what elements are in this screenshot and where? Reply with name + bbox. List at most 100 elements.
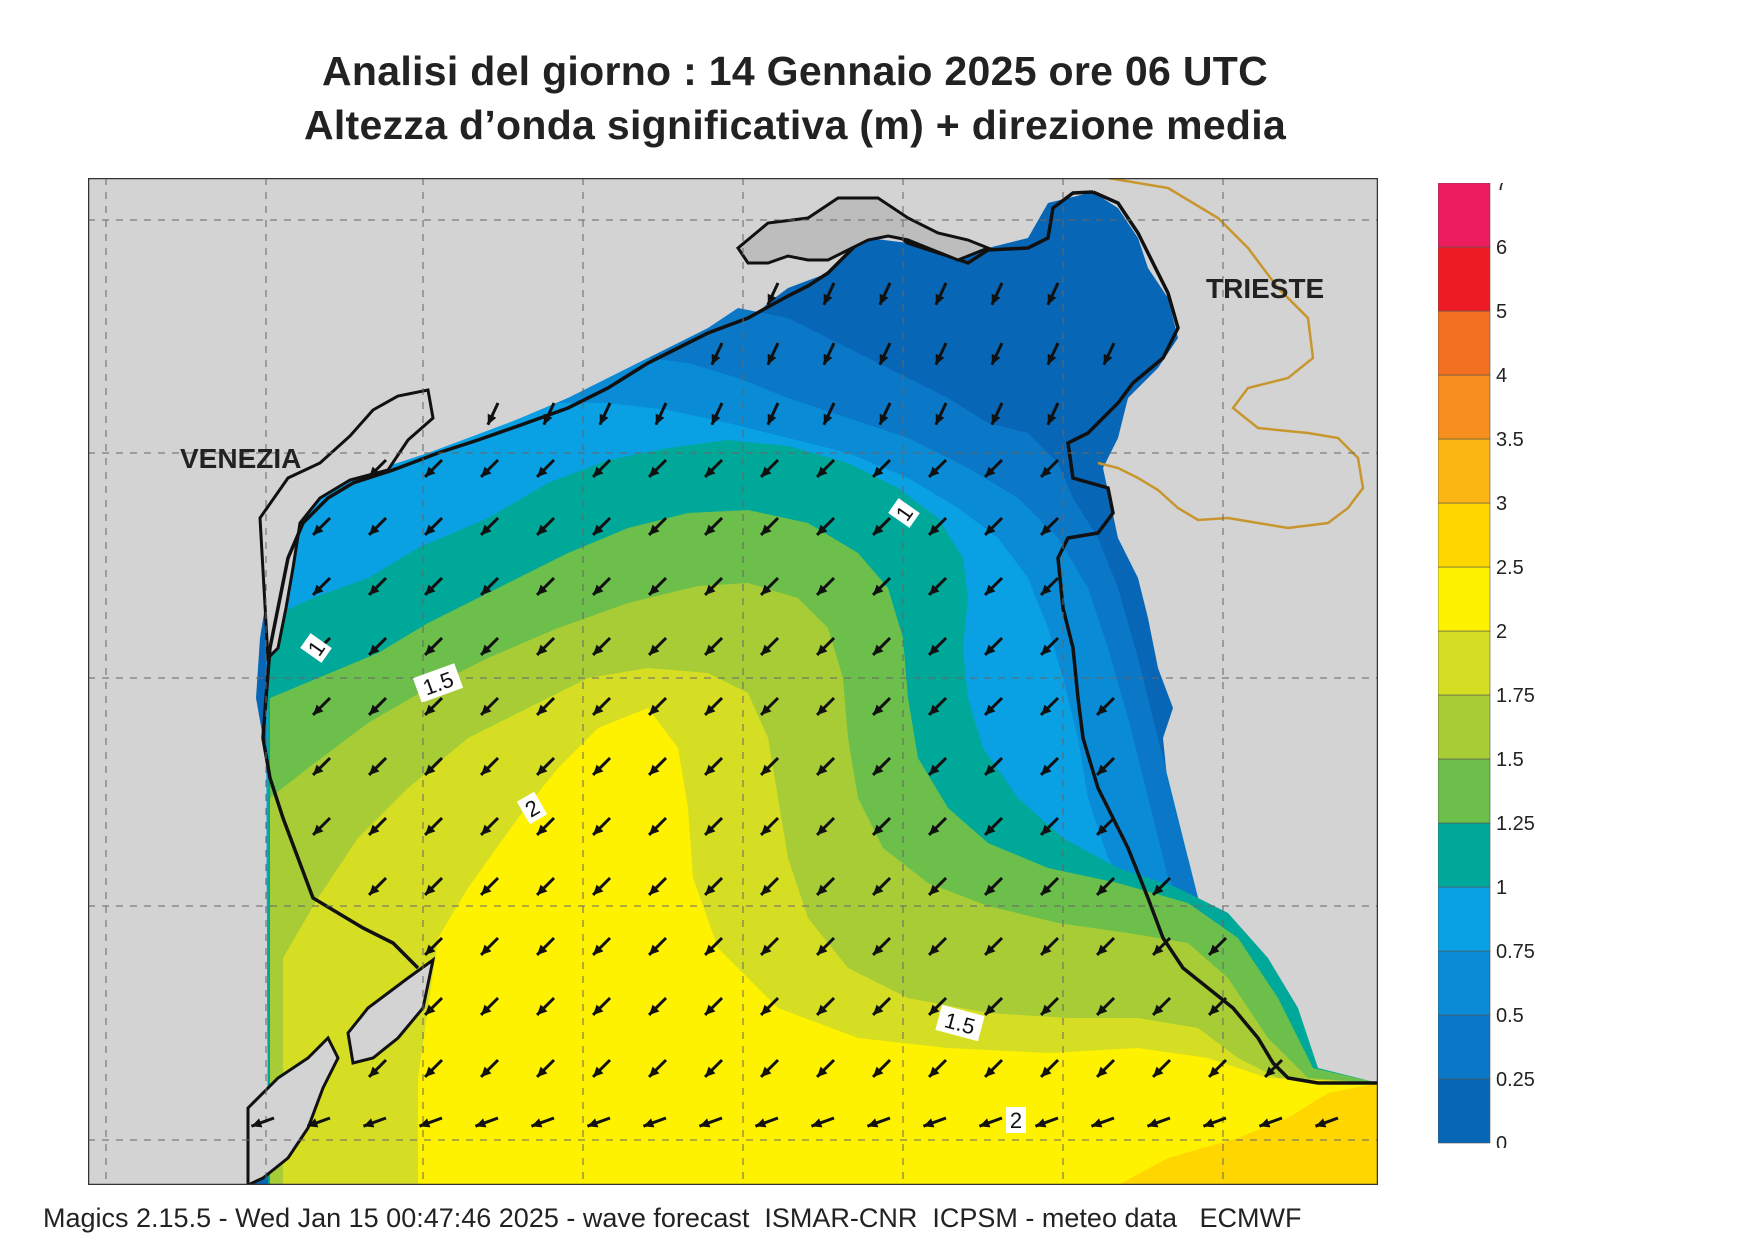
direction-arrow-head (481, 824, 492, 835)
direction-arrow-head (1315, 1118, 1327, 1128)
colorbar-tick-label: 1.25 (1496, 813, 1535, 835)
direction-arrow-head (761, 944, 772, 955)
footer-credits: Magics 2.15.5 - Wed Jan 15 00:47:46 2025… (43, 1203, 1302, 1233)
direction-arrow-head (705, 824, 716, 835)
direction-arrow-head (425, 584, 436, 595)
direction-arrow-head (1041, 944, 1052, 955)
direction-arrow-head (817, 704, 828, 715)
direction-arrow-head (761, 704, 772, 715)
direction-arrow-head (823, 353, 833, 365)
direction-arrow-head (369, 824, 380, 835)
direction-arrow-head (369, 704, 380, 715)
direction-arrow-head (705, 884, 716, 895)
colorbar-tick-label: 4 (1496, 365, 1507, 387)
colorbar-box (1438, 822, 1491, 888)
direction-arrow-head (929, 1004, 940, 1015)
direction-arrow-head (425, 1066, 436, 1077)
venice-lagoon-land (258, 388, 435, 662)
direction-arrow-head (425, 466, 436, 477)
direction-arrow-head (1041, 1066, 1052, 1077)
lat-lon-grid (88, 178, 1378, 1185)
direction-arrow-head (537, 944, 548, 955)
direction-arrow-head (1209, 1066, 1220, 1077)
direction-arrow-head (425, 1004, 436, 1015)
direction-arrow-head (817, 524, 828, 535)
po-delta-land (246, 1035, 340, 1185)
direction-arrow-head (879, 413, 889, 425)
direction-arrow-head (649, 644, 660, 655)
colorbar-tick-label: 1 (1496, 877, 1507, 899)
direction-arrow-head (991, 293, 1001, 305)
direction-arrow-head (873, 884, 884, 895)
colorbar-box (1438, 758, 1491, 824)
direction-arrow-head (593, 644, 604, 655)
colorbar-box (1438, 246, 1491, 312)
direction-arrow-head (817, 764, 828, 775)
direction-arrow-head (537, 584, 548, 595)
direction-arrow-head (313, 704, 324, 715)
direction-arrow-head (425, 644, 436, 655)
direction-arrow-head (817, 644, 828, 655)
colorbar-tick-label: 2 (1496, 621, 1507, 643)
direction-arrow-head (649, 466, 660, 477)
direction-arrow-head (1041, 466, 1052, 477)
direction-arrow-head (593, 524, 604, 535)
direction-arrow-head (537, 764, 548, 775)
direction-arrow-head (929, 944, 940, 955)
direction-arrow-head (929, 884, 940, 895)
contour-label: 2 (1010, 1108, 1022, 1133)
direction-arrow-head (1097, 944, 1108, 955)
direction-arrow-head (1097, 1066, 1108, 1077)
direction-arrow-head (481, 944, 492, 955)
direction-arrow-head (711, 413, 721, 425)
city-label-venezia: VENEZIA (180, 443, 301, 474)
direction-arrow-head (929, 824, 940, 835)
national-border (1097, 178, 1365, 530)
direction-arrow-head (991, 353, 1001, 365)
direction-arrow-head (649, 944, 660, 955)
direction-arrow-head (425, 884, 436, 895)
direction-arrow-head (481, 466, 492, 477)
direction-arrow-head (537, 884, 548, 895)
direction-arrow-head (985, 764, 996, 775)
direction-arrow-head (705, 524, 716, 535)
direction-arrow-head (649, 884, 660, 895)
direction-arrow-head (705, 704, 716, 715)
direction-arrow-head (873, 1004, 884, 1015)
direction-arrow-head (593, 466, 604, 477)
direction-arrow-head (369, 584, 380, 595)
direction-arrow-head (649, 1004, 660, 1015)
city-label-trieste: TRIESTE (1206, 273, 1324, 304)
direction-arrow-head (823, 293, 833, 305)
direction-arrow-head (1097, 1004, 1108, 1015)
direction-arrow-head (425, 764, 436, 775)
direction-arrow-head (1153, 1004, 1164, 1015)
direction-arrow-head (537, 644, 548, 655)
direction-arrow-head (481, 1004, 492, 1015)
direction-arrow-head (369, 524, 380, 535)
direction-arrow-head (705, 644, 716, 655)
direction-arrow-head (873, 1066, 884, 1077)
direction-arrow-head (481, 884, 492, 895)
south-land (346, 956, 436, 1065)
direction-arrow-head (985, 704, 996, 715)
direction-arrow-head (711, 353, 721, 365)
direction-arrow-head (1097, 824, 1108, 835)
direction-arrow-head (1153, 1066, 1164, 1077)
direction-arrow-head (481, 704, 492, 715)
colorbar-box (1438, 630, 1491, 696)
direction-arrow-head (537, 824, 548, 835)
direction-arrow-head (313, 524, 324, 535)
direction-arrow-head (593, 884, 604, 895)
direction-arrow-head (761, 524, 772, 535)
direction-arrow-head (1047, 293, 1057, 305)
direction-arrow-head (537, 1066, 548, 1077)
direction-arrow-head (307, 1118, 319, 1128)
direction-arrow-head (991, 413, 1001, 425)
direction-arrow-head (929, 524, 940, 535)
direction-arrow-head (985, 466, 996, 477)
direction-arrow-head (1203, 1118, 1215, 1128)
wave-map: 1 1 1.5 1.5 2 2 VENEZIA (88, 178, 1378, 1185)
direction-arrow-head (537, 466, 548, 477)
direction-arrow-head (929, 764, 940, 775)
